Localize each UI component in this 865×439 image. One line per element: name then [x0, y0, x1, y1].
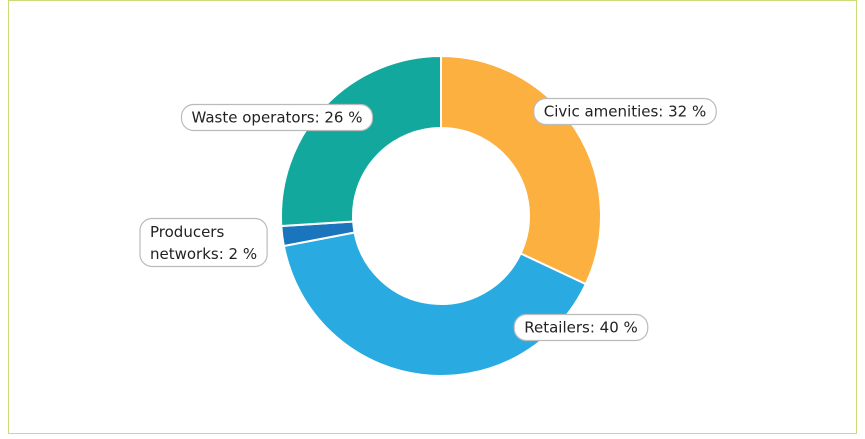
- slice: [282, 231, 588, 377]
- label-box: [513, 313, 649, 342]
- data-label: Producers networks: 2 %: [150, 223, 257, 263]
- data-label: Waste operators: 26 %: [191, 109, 362, 127]
- slice: [280, 54, 442, 228]
- label-box: [533, 97, 717, 126]
- label-box: [139, 217, 268, 268]
- label-line: Producers: [150, 223, 224, 241]
- data-label: Retailers: 40 %: [524, 319, 638, 337]
- label-line: networks: 2 %: [150, 245, 257, 263]
- label-box: [180, 103, 374, 132]
- data-label: Civic amenities: 32 %: [544, 103, 706, 121]
